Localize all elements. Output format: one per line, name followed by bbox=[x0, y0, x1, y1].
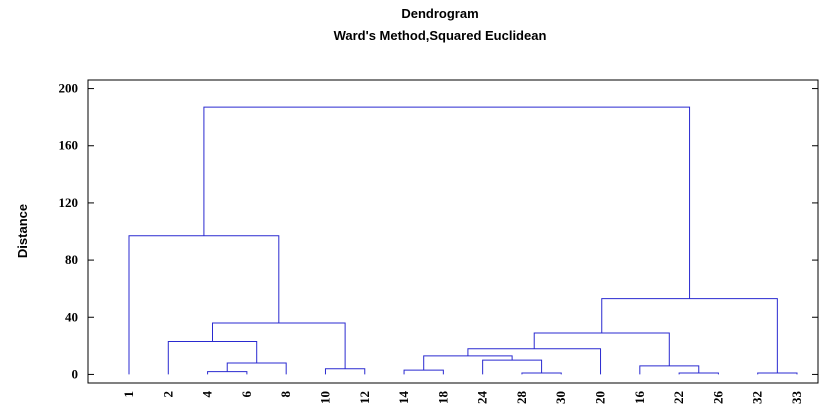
y-tick-label: 160 bbox=[59, 138, 79, 153]
dendrogram-link bbox=[757, 372, 798, 375]
y-tick-label: 40 bbox=[65, 309, 78, 324]
leaf-label: 14 bbox=[396, 391, 411, 405]
leaf-label: 6 bbox=[239, 391, 254, 398]
leaf-label: 4 bbox=[200, 391, 215, 398]
leaf-label: 12 bbox=[357, 391, 372, 404]
dendrogram-link bbox=[212, 322, 346, 369]
leaf-label: 18 bbox=[435, 391, 450, 405]
chart-title: Dendrogram bbox=[401, 6, 478, 21]
y-tick-label: 0 bbox=[72, 366, 79, 381]
dendrogram-link bbox=[533, 332, 670, 366]
leaf-label: 1 bbox=[121, 391, 136, 398]
leaf-label: 16 bbox=[632, 391, 647, 405]
leaf-label: 24 bbox=[475, 391, 490, 405]
leaf-label: 20 bbox=[593, 391, 608, 404]
y-axis-label: Distance bbox=[15, 204, 30, 258]
dendrogram-link bbox=[403, 369, 444, 375]
dendrogram-link bbox=[226, 362, 287, 375]
leaf-label: 33 bbox=[789, 391, 804, 405]
leaf-label: 28 bbox=[514, 391, 529, 405]
y-tick-label: 120 bbox=[59, 195, 79, 210]
leaf-label: 32 bbox=[750, 391, 765, 404]
plot-frame bbox=[87, 79, 819, 384]
dendrogram-link bbox=[423, 355, 513, 371]
leaf-label: 22 bbox=[671, 391, 686, 404]
y-tick-label: 200 bbox=[59, 81, 79, 96]
dendrogram-link bbox=[207, 371, 248, 375]
leaf-label: 8 bbox=[278, 391, 293, 398]
dendrogram-link bbox=[203, 106, 691, 299]
leaf-label: 2 bbox=[160, 391, 175, 398]
dendrogram-link bbox=[324, 368, 366, 375]
leaf-label: 26 bbox=[710, 391, 725, 405]
dendrogram-link bbox=[482, 359, 543, 375]
dendrogram-link bbox=[601, 298, 778, 373]
dendrogram-link bbox=[678, 372, 719, 375]
dendrogram-link bbox=[128, 235, 280, 375]
dendrogram-link bbox=[167, 341, 258, 375]
leaf-label: 10 bbox=[317, 391, 332, 404]
dendrogram-link bbox=[521, 372, 562, 375]
y-tick-label: 80 bbox=[65, 252, 78, 267]
chart-subtitle: Ward's Method,Squared Euclidean bbox=[334, 28, 547, 43]
leaf-label: 30 bbox=[553, 391, 568, 404]
dendrogram-link bbox=[467, 348, 602, 375]
